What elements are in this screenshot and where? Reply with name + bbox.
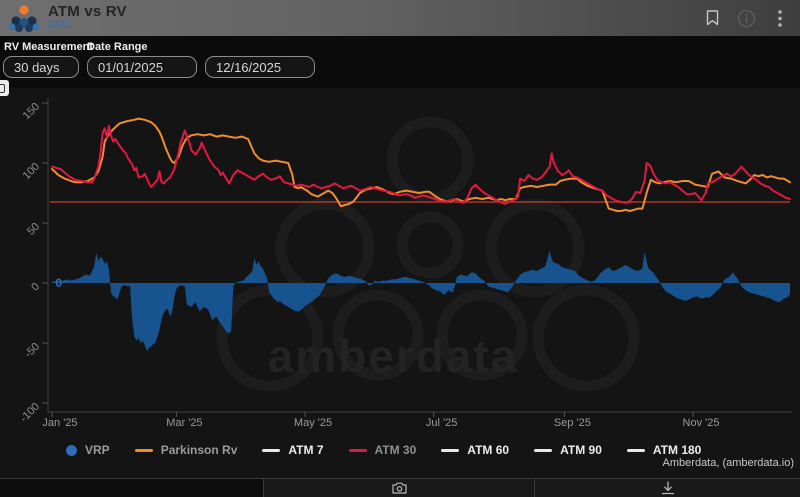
watermark-ring (532, 284, 640, 392)
download-button[interactable] (534, 479, 800, 497)
download-icon (661, 481, 674, 495)
y-tick-label: -50 (22, 341, 42, 361)
date-range-label: Date Range (87, 41, 148, 53)
rv-measurement-label: RV Measurement (4, 41, 94, 53)
legend-item-atm-60[interactable]: ATM 60 (441, 443, 509, 457)
x-tick-label: Nov '25 (683, 417, 720, 429)
legend-circle-marker (66, 444, 77, 456)
camera-icon (391, 482, 407, 494)
series-atm-30 (51, 124, 791, 205)
legend-label: Parkinson Rv (160, 443, 238, 457)
rv-measurement-select[interactable]: 30 days (3, 56, 79, 78)
legend-label: ATM 60 (467, 443, 510, 457)
legend-dash-marker (534, 448, 553, 452)
watermark-ring (436, 289, 528, 381)
series-parkinson-rv (51, 117, 791, 212)
chart-legend: VRP Parkinson Rv ATM 7 ATM 30 ATM 60 ATM 90 AT… (66, 443, 701, 457)
watermark-ring (275, 198, 375, 298)
legend-label: ATM 180 (652, 443, 702, 457)
legend-item-atm-30[interactable]: ATM 30 (348, 443, 417, 457)
edge-tool-glyph (0, 83, 5, 93)
y-tick-label: -100 (18, 401, 42, 425)
legend-item-atm-180[interactable]: ATM 180 (626, 443, 702, 457)
info-icon[interactable] (736, 8, 756, 28)
x-tick-label: Jul '25 (426, 417, 457, 429)
x-tick-label: May '25 (294, 417, 332, 429)
watermark-ring (386, 116, 474, 204)
watermark-ring (332, 289, 424, 381)
date-from-input[interactable]: 01/01/2025 (87, 56, 197, 78)
x-tick-label: Jan '25 (42, 417, 77, 429)
bottom-toolbar (0, 478, 800, 497)
bookmark-icon[interactable] (702, 8, 722, 28)
atm-vs-rv-chart[interactable]: amberdata 150 100 50 0 -50 -100 Jan '25 Mar '25 M… (0, 88, 800, 442)
legend-dash-marker (262, 448, 281, 452)
asset-subtitle: SOL (48, 19, 73, 32)
watermark-ring (485, 198, 585, 298)
legend-dash-marker (348, 448, 367, 452)
legend-item-parkinson-rv[interactable]: Parkinson Rv (134, 443, 238, 457)
watermark-ring (396, 211, 464, 279)
legend-label: ATM 30 (374, 443, 417, 457)
date-to-input[interactable]: 12/16/2025 (205, 56, 315, 78)
legend-item-atm-90[interactable]: ATM 90 (534, 443, 602, 457)
widget-header: ATM vs RV SOL (0, 0, 800, 36)
legend-dash-marker (441, 448, 460, 452)
legend-label: ATM 7 (288, 443, 324, 457)
chart-panel: amberdata 150 100 50 0 -50 -100 Jan '25 Mar '25 M… (0, 88, 800, 478)
watermark-text: amberdata (268, 330, 519, 382)
y-tick-label: 100 (21, 161, 42, 182)
y-tick-label: 150 (21, 101, 42, 122)
legend-item-vrp[interactable]: VRP (66, 443, 110, 457)
screenshot-button[interactable] (263, 479, 534, 497)
x-tick-label: Sep '25 (554, 417, 591, 429)
edge-tool-button[interactable] (0, 80, 9, 96)
kebab-menu-icon[interactable] (770, 8, 790, 28)
legend-item-atm-7[interactable]: ATM 7 (262, 443, 324, 457)
x-tick-label: Mar '25 (166, 417, 202, 429)
y-tick-label: 0 (29, 281, 42, 294)
amberdata-logo-icon (8, 5, 40, 32)
y-tick-label: 50 (25, 221, 42, 238)
controls-row: RV Measurement Date Range 30 days 01/01/… (0, 36, 800, 88)
toolbar-empty-cell (0, 479, 263, 497)
vrp-zero-label: 0 (55, 276, 62, 290)
legend-label: ATM 90 (560, 443, 602, 457)
legend-dash-marker (134, 448, 153, 452)
series-vrp (52, 250, 790, 352)
credits-text: Amberdata, (amberdata.io) (662, 457, 794, 469)
page-title: ATM vs RV (48, 3, 127, 21)
legend-dash-marker (626, 448, 645, 452)
legend-label: VRP (85, 443, 110, 457)
